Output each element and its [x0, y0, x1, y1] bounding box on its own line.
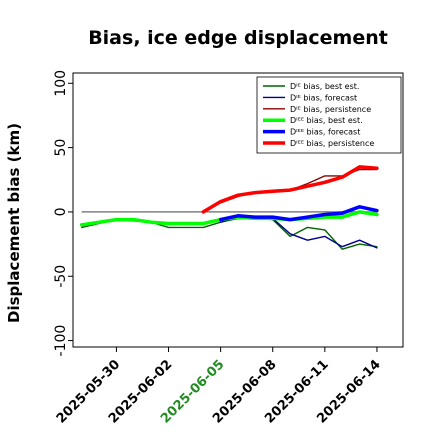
legend-label: Dᴵᴱᴱ bias, persistence: [290, 139, 374, 148]
legend-label: Dᴵᴱ bias, persistence: [290, 105, 371, 114]
legend-label: Dᴵᴱᴱ bias, best est.: [290, 116, 363, 125]
legend: Dᴵᴱ bias, best est. Dᴵᴱ bias, forecast Dᴵᴱ…: [256, 76, 402, 154]
chart-title: Bias, ice edge displacement: [88, 27, 388, 49]
y-tick-label: 0: [53, 207, 69, 216]
legend-label: Dᴵᴱ bias, best est.: [290, 82, 359, 91]
legend-label: Dᴵᴱ bias, forecast: [290, 93, 357, 102]
y-tick-label: 50: [53, 139, 69, 157]
legend-label: Dᴵᴱᴱ bias, forecast: [290, 128, 360, 137]
y-tick-label: -50: [53, 265, 69, 288]
y-tick-label: 100: [53, 70, 69, 97]
y-axis-label: Displacement bias (km): [5, 123, 23, 323]
series-line-5: [218, 205, 379, 222]
legend-box: [256, 76, 402, 154]
y-tick-label: -100: [53, 325, 69, 357]
series-line-6: [201, 165, 379, 214]
